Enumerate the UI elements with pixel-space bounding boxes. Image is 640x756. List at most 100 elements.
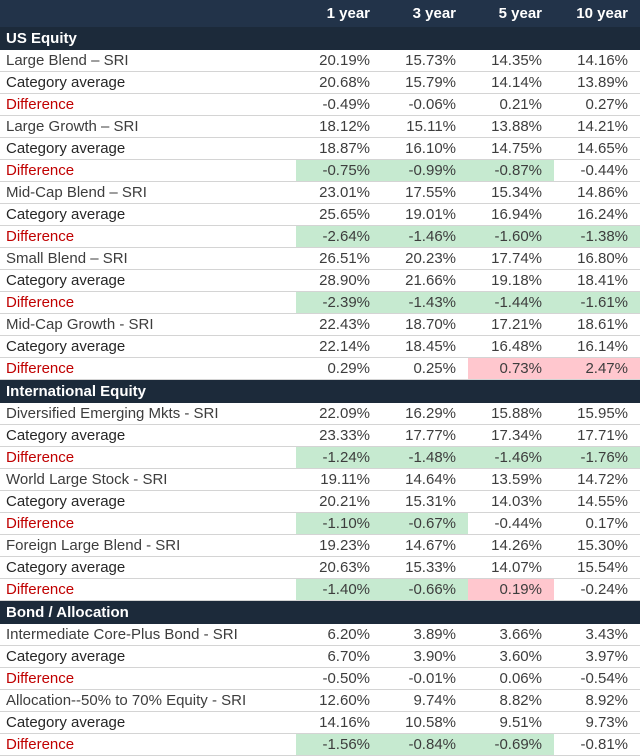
category-row: Category average 20.68% 15.79% 14.14% 13.89% bbox=[0, 72, 640, 94]
value-cell: 15.30% bbox=[577, 537, 628, 554]
difference-label: Difference bbox=[6, 162, 75, 179]
value-cell: 17.71% bbox=[577, 427, 628, 444]
category-row: Category average 18.87% 16.10% 14.75% 14.65% bbox=[0, 138, 640, 160]
value-cell: 6.70% bbox=[327, 648, 370, 665]
category-row: Category average 23.33% 17.77% 17.34% 17.71% bbox=[0, 425, 640, 447]
fund-name: Large Growth – SRI bbox=[6, 118, 139, 135]
value-cell: 3.43% bbox=[585, 626, 628, 643]
value-cell: 17.55% bbox=[405, 184, 456, 201]
value-cell: 0.21% bbox=[499, 96, 542, 113]
value-cell: -1.61% bbox=[554, 292, 640, 313]
value-cell: -1.76% bbox=[554, 447, 640, 468]
value-cell: 20.63% bbox=[319, 559, 370, 576]
value-cell: 10.58% bbox=[405, 714, 456, 731]
category-row: Category average 6.70% 3.90% 3.60% 3.97% bbox=[0, 646, 640, 668]
value-cell: 17.21% bbox=[491, 316, 542, 333]
fund-row: Mid-Cap Blend – SRI 23.01% 17.55% 15.34% 14.… bbox=[0, 182, 640, 204]
value-cell: -2.39% bbox=[296, 292, 382, 313]
value-cell: 26.51% bbox=[319, 250, 370, 267]
difference-row: Difference -1.40% -0.66% 0.19% -0.24% bbox=[0, 579, 640, 601]
value-cell: 16.80% bbox=[577, 250, 628, 267]
value-cell: 14.86% bbox=[577, 184, 628, 201]
category-row: Category average 20.63% 15.33% 14.07% 15.54% bbox=[0, 557, 640, 579]
value-cell: -1.43% bbox=[382, 292, 468, 313]
difference-row: Difference -0.75% -0.99% -0.87% -0.44% bbox=[0, 160, 640, 182]
fund-row: World Large Stock - SRI 19.11% 14.64% 13.59… bbox=[0, 469, 640, 491]
value-cell: -1.40% bbox=[296, 579, 382, 600]
difference-label: Difference bbox=[6, 670, 75, 687]
table-body: US Equity Large Blend – SRI 20.19% 15.73% 14… bbox=[0, 27, 640, 756]
difference-row: Difference -0.49% -0.06% 0.21% 0.27% bbox=[0, 94, 640, 116]
value-cell: -0.50% bbox=[322, 670, 370, 687]
value-cell: -0.66% bbox=[382, 579, 468, 600]
difference-label: Difference bbox=[6, 294, 75, 311]
value-cell: 13.89% bbox=[577, 74, 628, 91]
value-cell: 8.92% bbox=[585, 692, 628, 709]
value-cell: 19.11% bbox=[320, 471, 370, 488]
value-cell: 25.65% bbox=[319, 206, 370, 223]
value-cell: -0.44% bbox=[494, 515, 542, 532]
category-label: Category average bbox=[6, 74, 126, 91]
header-5-year: 5 year bbox=[498, 5, 542, 22]
section-header: US Equity bbox=[0, 27, 640, 50]
value-cell: 15.11% bbox=[406, 118, 456, 135]
category-row: Category average 22.14% 18.45% 16.48% 16.14% bbox=[0, 336, 640, 358]
value-cell: 8.82% bbox=[499, 692, 542, 709]
difference-row: Difference -2.39% -1.43% -1.44% -1.61% bbox=[0, 292, 640, 314]
difference-label: Difference bbox=[6, 228, 75, 245]
fund-name: Foreign Large Blend - SRI bbox=[6, 537, 181, 554]
difference-row: Difference -0.50% -0.01% 0.06% -0.54% bbox=[0, 668, 640, 690]
value-cell: 14.14% bbox=[491, 74, 542, 91]
value-cell: 22.43% bbox=[319, 316, 370, 333]
value-cell: 23.01% bbox=[319, 184, 370, 201]
category-label: Category average bbox=[6, 427, 126, 444]
value-cell: -1.38% bbox=[554, 226, 640, 247]
value-cell: 22.14% bbox=[319, 338, 370, 355]
value-cell: -1.24% bbox=[296, 447, 382, 468]
value-cell: 0.27% bbox=[585, 96, 628, 113]
value-cell: 16.24% bbox=[577, 206, 628, 223]
value-cell: 23.33% bbox=[319, 427, 370, 444]
value-cell: 9.51% bbox=[499, 714, 542, 731]
category-label: Category average bbox=[6, 338, 126, 355]
category-row: Category average 20.21% 15.31% 14.03% 14.55% bbox=[0, 491, 640, 513]
value-cell: -0.24% bbox=[580, 581, 628, 598]
value-cell: 18.61% bbox=[577, 316, 628, 333]
value-cell: 18.87% bbox=[319, 140, 370, 157]
value-cell: 6.20% bbox=[327, 626, 370, 643]
fund-row: Mid-Cap Growth - SRI 22.43% 18.70% 17.21% 18… bbox=[0, 314, 640, 336]
value-cell: 14.64% bbox=[405, 471, 456, 488]
category-label: Category average bbox=[6, 648, 126, 665]
value-cell: 13.59% bbox=[491, 471, 542, 488]
value-cell: 16.29% bbox=[405, 405, 456, 422]
value-cell: 14.16% bbox=[319, 714, 370, 731]
value-cell: 3.90% bbox=[413, 648, 456, 665]
value-cell: 18.45% bbox=[405, 338, 456, 355]
value-cell: 0.25% bbox=[413, 360, 456, 377]
category-row: Category average 25.65% 19.01% 16.94% 16.24% bbox=[0, 204, 640, 226]
value-cell: 3.60% bbox=[499, 648, 542, 665]
header-1-year: 1 year bbox=[326, 5, 370, 22]
value-cell: 12.60% bbox=[319, 692, 370, 709]
value-cell: 18.41% bbox=[577, 272, 628, 289]
difference-label: Difference bbox=[6, 515, 75, 532]
difference-label: Difference bbox=[6, 449, 75, 466]
fund-row: Intermediate Core-Plus Bond - SRI 6.20% 3.… bbox=[0, 624, 640, 646]
value-cell: 3.89% bbox=[413, 626, 456, 643]
value-cell: 3.97% bbox=[585, 648, 628, 665]
difference-row: Difference -1.24% -1.48% -1.46% -1.76% bbox=[0, 447, 640, 469]
value-cell: 28.90% bbox=[319, 272, 370, 289]
value-cell: 20.23% bbox=[405, 250, 456, 267]
value-cell: -0.99% bbox=[382, 160, 468, 181]
header-10-year: 10 year bbox=[576, 5, 628, 22]
value-cell: 15.33% bbox=[405, 559, 456, 576]
value-cell: 0.06% bbox=[499, 670, 542, 687]
value-cell: -1.44% bbox=[468, 292, 554, 313]
value-cell: -2.64% bbox=[296, 226, 382, 247]
fund-row: Diversified Emerging Mkts - SRI 22.09% 16.… bbox=[0, 403, 640, 425]
category-row: Category average 14.16% 10.58% 9.51% 9.73% bbox=[0, 712, 640, 734]
difference-row: Difference -2.64% -1.46% -1.60% -1.38% bbox=[0, 226, 640, 248]
value-cell: 13.88% bbox=[491, 118, 542, 135]
category-label: Category average bbox=[6, 559, 126, 576]
